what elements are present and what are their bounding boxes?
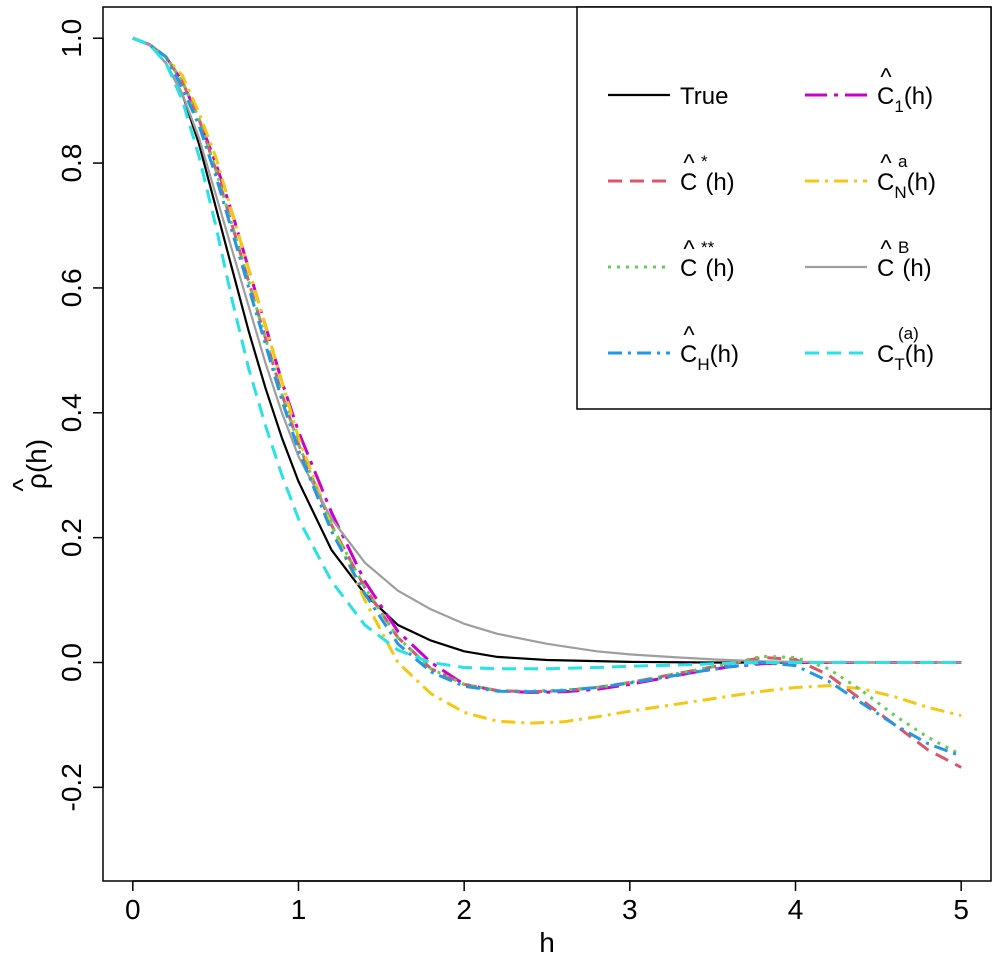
legend-entry-cstar: C (h) ^ * — [608, 150, 735, 196]
legend-entry-true: True — [608, 83, 728, 110]
legend-label-base: C — [680, 255, 697, 282]
legend-label-suffix: (h) — [905, 341, 934, 368]
x-tick-label: 0 — [125, 894, 141, 925]
series-line-cstarstar — [132, 36, 962, 757]
legend-label-superscript: a — [898, 152, 908, 171]
y-tick-label: 0.4 — [56, 393, 87, 432]
legend-label-subscript: N — [894, 183, 906, 202]
legend-label: True — [680, 83, 728, 110]
legend-label: CT(h) — [877, 341, 934, 374]
legend-label-superscript: B — [898, 238, 909, 257]
legend-label: CN(h) — [877, 169, 936, 202]
y-axis-title: ρ(h) ^ — [7, 439, 52, 492]
legend-label-base: C — [877, 169, 894, 196]
y-axis-title-symbol: ρ — [21, 473, 52, 489]
y-tick-label: 1.0 — [56, 19, 87, 58]
legend-label: C (h) — [680, 255, 735, 282]
legend-label-subscript: H — [697, 355, 709, 374]
svg-text:ρ(h): ρ(h) — [21, 439, 52, 489]
legend-label-base: C — [680, 341, 697, 368]
x-axis-title: h — [539, 927, 555, 958]
legend-label-hat: ^ — [683, 236, 695, 263]
x-tick-label: 1 — [291, 894, 307, 925]
y-tick-label: -0.2 — [56, 763, 87, 811]
legend-label: C1(h) — [877, 83, 933, 116]
y-tick-label: 0.2 — [56, 518, 87, 557]
series-line-true — [132, 37, 962, 664]
series-line-cna — [132, 36, 962, 725]
legend-label-suffix: (h) — [705, 169, 734, 196]
series-line-cb — [132, 37, 962, 664]
legend-entry-cstarstar: C (h) ^ ** — [608, 236, 735, 282]
x-tick-label: 4 — [788, 894, 804, 925]
x-tick-label: 2 — [456, 894, 472, 925]
legend-label-superscript: * — [701, 152, 708, 171]
legend: True C1(h)^C (h)^ *CN(h)^ aC (h)^ **C (h)^ BCH(h… — [576, 6, 992, 410]
legend-label-subscript: T — [894, 355, 904, 374]
legend-label-suffix: (h) — [904, 83, 933, 110]
legend-entry-ch: CH(h)^ — [608, 322, 739, 374]
series-layer — [132, 36, 962, 769]
y-axis-title-hat: ^ — [7, 478, 38, 491]
legend-label-superscript: (a) — [898, 324, 919, 343]
legend-label-base: True — [680, 83, 728, 110]
x-tick-label: 5 — [953, 894, 969, 925]
legend-label-hat: ^ — [683, 150, 695, 177]
legend-label-hat: ^ — [880, 64, 892, 91]
y-axis-title-argument: (h) — [21, 439, 52, 473]
legend-label-base: C — [877, 83, 894, 110]
legend-entry-cb: C (h) ^ B — [805, 236, 932, 282]
legend-entry-cna: CN(h)^ a — [805, 150, 936, 202]
y-axis: -0.2 0.0 0.2 0.4 0.6 0.8 1.0 — [56, 19, 104, 811]
legend-label: CH(h) — [680, 341, 739, 374]
y-tick-label: 0.0 — [56, 643, 87, 682]
y-tick-label: 0.6 — [56, 268, 87, 307]
legend-label-hat: ^ — [683, 322, 695, 349]
legend-entry-ct: CT(h)(a) — [805, 324, 934, 374]
legend-label-suffix: (h) — [907, 169, 936, 196]
legend-label-subscript: 1 — [894, 97, 903, 116]
legend-label-superscript: ** — [701, 238, 715, 257]
legend-label-suffix: (h) — [710, 341, 739, 368]
legend-label-base: C — [680, 169, 697, 196]
legend-label-base: C — [877, 341, 894, 368]
x-tick-label: 3 — [622, 894, 638, 925]
legend-label-suffix: (h) — [902, 255, 931, 282]
legend-label-hat: ^ — [880, 236, 892, 263]
series-line-ch — [132, 36, 962, 758]
legend-entry-c1: C1(h)^ — [805, 64, 933, 116]
legend-label-base: C — [877, 255, 894, 282]
legend-label-suffix: (h) — [705, 255, 734, 282]
series-line-ct — [132, 36, 962, 671]
legend-label: C (h) — [877, 255, 932, 282]
legend-box — [576, 6, 992, 410]
y-tick-label: 0.8 — [56, 144, 87, 183]
legend-label: C (h) — [680, 169, 735, 196]
x-axis: 0 1 2 3 4 5 — [125, 880, 969, 925]
legend-label-hat: ^ — [880, 150, 892, 177]
